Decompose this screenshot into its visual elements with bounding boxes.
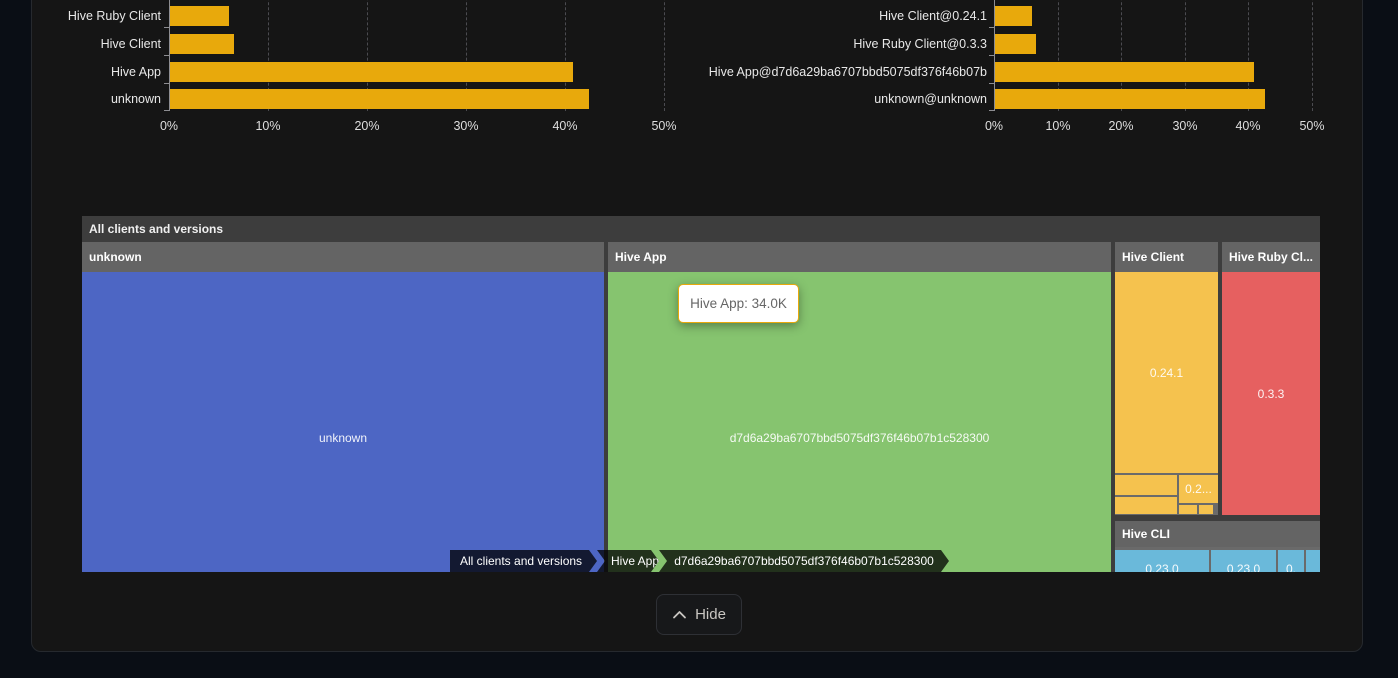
- treemap-cell-label: unknown: [318, 431, 368, 445]
- axis-tick-mark: [989, 27, 994, 28]
- x-gridline: [565, 0, 566, 111]
- x-gridline: [1058, 0, 1059, 111]
- axis-tick-mark: [164, 83, 169, 84]
- treemap-cell-unknown[interactable]: unknown: [82, 272, 604, 572]
- tooltip-text: Hive App: 34.0K: [690, 296, 787, 311]
- bar-Hive Client@0.24.1[interactable]: [995, 6, 1032, 26]
- dashboard-panel: 0% 10% 20% 30% 40% 50% Hive Ruby Client Hive Cl…: [31, 0, 1363, 652]
- x-axis-tick-label: 10%: [1045, 119, 1071, 133]
- plot-area: [989, 0, 1313, 111]
- x-gridline: [1312, 0, 1313, 111]
- treemap-cell-0-24-1[interactable]: 0.24.1: [1115, 272, 1218, 473]
- x-gridline: [268, 0, 269, 111]
- bar-chart-client-versions: 0% 10% 20% 30% 40% 50% Hive Client@0.24.1 Hive …: [32, 0, 1362, 147]
- treemap-section-hive-client: Hive Client 0.24.1 0.2...: [1115, 242, 1218, 515]
- category-label: Hive Ruby Client@0.3.3: [853, 37, 987, 51]
- x-gridline: [466, 0, 467, 111]
- y-axis-line: [169, 0, 170, 111]
- treemap-section-hive-ruby-client: Hive Ruby Cl... 0.3.3: [1222, 242, 1320, 515]
- x-axis-tick-label: 30%: [1172, 119, 1198, 133]
- treemap-cell-label: 0.3.3: [1257, 386, 1285, 401]
- treemap-cell-0[interactable]: 0.: [1278, 550, 1304, 572]
- treemap-cell-label: 0.: [1285, 562, 1296, 572]
- axis-tick-mark: [989, 110, 994, 111]
- x-axis-tick-label: 30%: [453, 119, 479, 133]
- category-label: Hive App: [110, 65, 161, 79]
- treemap-cell[interactable]: [1306, 550, 1320, 572]
- treemap-section-header-hive-ruby-client[interactable]: Hive Ruby Cl...: [1222, 242, 1320, 272]
- axis-tick-mark: [164, 55, 169, 56]
- category-label: Hive Client@0.24.1: [879, 9, 987, 23]
- bar-Hive Ruby Client@0.3.3[interactable]: [995, 34, 1036, 54]
- x-axis-tick-label: 50%: [1299, 119, 1325, 133]
- treemap-cell-0-3-3[interactable]: 0.3.3: [1222, 272, 1320, 515]
- treemap-root-header[interactable]: All clients and versions: [82, 216, 1320, 242]
- axis-tick-mark: [989, 83, 994, 84]
- hide-button-label: Hide: [695, 606, 726, 623]
- treemap-section-hive-cli: Hive CLI 0.23.0 0.23.0 0.: [1115, 521, 1320, 572]
- treemap-cell[interactable]: [1115, 497, 1177, 514]
- category-label: Hive Ruby Client: [67, 9, 161, 23]
- treemap-cell-label: 0.23.0: [1145, 562, 1179, 572]
- treemap-section-header-hive-client[interactable]: Hive Client: [1115, 242, 1218, 272]
- x-axis-tick-label: 0%: [159, 119, 179, 133]
- x-gridline: [1248, 0, 1249, 111]
- x-axis-tick-label: 10%: [255, 119, 281, 133]
- chevron-up-icon: [673, 611, 686, 619]
- x-axis-tick-label: 20%: [1108, 119, 1134, 133]
- treemap-section-unknown: unknown unknown: [82, 242, 604, 572]
- plot-area: [164, 0, 665, 111]
- treemap-section-header-unknown[interactable]: unknown: [82, 242, 604, 272]
- bar-Hive Ruby Client[interactable]: [170, 6, 229, 26]
- x-axis-tick-label: 0%: [984, 119, 1004, 133]
- x-axis-tick-label: 40%: [1235, 119, 1261, 133]
- category-label: Hive App@d7d6a29ba6707bbd5075df376f46b07…: [708, 65, 987, 79]
- x-gridline: [664, 0, 665, 111]
- treemap-section-header-hive-app[interactable]: Hive App: [608, 242, 1111, 272]
- treemap-all-clients-and-versions: All clients and versions unknown unknown…: [82, 216, 1320, 572]
- category-label: unknown@unknown: [874, 92, 987, 106]
- treemap-cell[interactable]: [1179, 505, 1197, 514]
- bar-chart-clients: 0% 10% 20% 30% 40% 50% Hive Ruby Client Hive Cl…: [32, 0, 1362, 147]
- treemap-title: All clients and versions: [89, 222, 224, 236]
- bar-unknown@unknown[interactable]: [995, 89, 1265, 109]
- treemap-cell[interactable]: [1115, 475, 1177, 495]
- bar-Hive Client[interactable]: [170, 34, 234, 54]
- x-axis-tick-label: 40%: [552, 119, 578, 133]
- x-gridline: [1121, 0, 1122, 111]
- treemap-cell-label: 0.23.0: [1226, 562, 1261, 572]
- treemap-cell-0-23-0[interactable]: 0.23.0: [1211, 550, 1276, 572]
- treemap-tooltip: Hive App: 34.0K: [678, 284, 799, 323]
- bar-Hive App@d7d6a29ba6707bbd5075df376f46b07b[interactable]: [995, 62, 1254, 82]
- treemap-cell[interactable]: [1199, 505, 1213, 514]
- treemap-cell-label: 0.2...: [1185, 482, 1212, 496]
- axis-tick-mark: [164, 27, 169, 28]
- breadcrumb-item-version-hash[interactable]: d7d6a29ba6707bbd5075df376f46b07b1c528300: [659, 550, 949, 572]
- category-label: unknown: [110, 92, 161, 106]
- treemap-cell-label: 0.24.1: [1149, 365, 1184, 380]
- hide-button[interactable]: Hide: [656, 594, 742, 635]
- treemap-breadcrumb: All clients and versions Hive App d7d6a2…: [82, 550, 1320, 572]
- treemap-cell-0-23-0[interactable]: 0.23.0: [1115, 550, 1209, 572]
- treemap-cell-0-2[interactable]: 0.2...: [1179, 475, 1218, 503]
- x-axis-tick-label: 20%: [354, 119, 380, 133]
- breadcrumb-item-root[interactable]: All clients and versions: [450, 550, 597, 572]
- treemap-cell-label: d7d6a29ba6707bbd5075df376f46b07b1c528300: [729, 431, 990, 445]
- bar-unknown[interactable]: [170, 89, 589, 109]
- axis-tick-mark: [989, 55, 994, 56]
- treemap-section-header-hive-cli[interactable]: Hive CLI: [1115, 521, 1320, 547]
- bar-Hive App[interactable]: [170, 62, 573, 82]
- category-label: Hive Client: [100, 37, 161, 51]
- x-gridline: [1185, 0, 1186, 111]
- x-gridline: [367, 0, 368, 111]
- y-axis-line: [994, 0, 995, 111]
- x-axis-tick-label: 50%: [651, 119, 677, 133]
- axis-tick-mark: [164, 110, 169, 111]
- breadcrumb-item-hive-app[interactable]: Hive App: [597, 550, 659, 572]
